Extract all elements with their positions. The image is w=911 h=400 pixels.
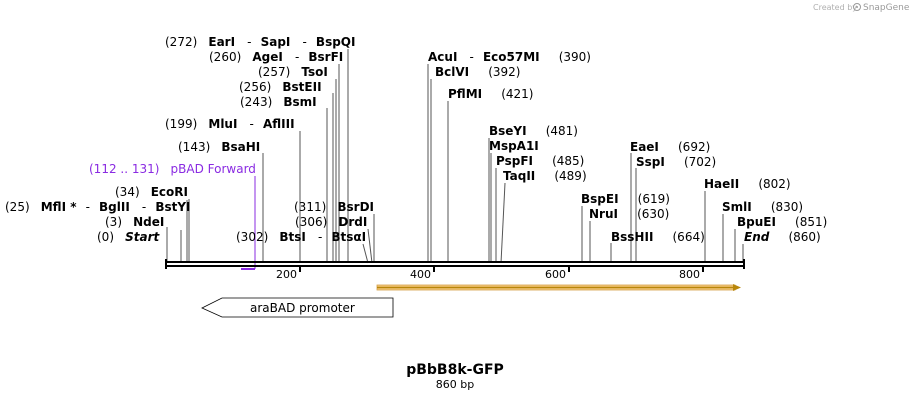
snapgene-logo-icon	[853, 3, 861, 11]
bpuei-label[interactable]: BpuEI (851)	[737, 211, 827, 230]
site-name: SapI	[261, 35, 291, 49]
bsrdi-label[interactable]: (311) BsrDI	[294, 196, 374, 215]
bsteii-label[interactable]: (256) BstEII	[239, 76, 322, 95]
site-name: EarI	[208, 35, 235, 49]
tick-label-400: 400	[410, 268, 431, 281]
agei-group-label[interactable]: (260) AgeI - BsrFI	[209, 46, 343, 65]
eaei-label[interactable]: EaeI (692)	[630, 136, 710, 155]
arabad-promoter-feature[interactable]: araBAD promoter	[201, 297, 394, 318]
arabad-promoter-label: araBAD promoter	[250, 301, 355, 315]
bsahi-label[interactable]: (143) BsaHI	[178, 136, 260, 155]
plasmid-title: pBbB8k-GFP	[406, 362, 504, 378]
mfli-group-label[interactable]: (25) MflI * - BglII - BstYI	[5, 196, 191, 215]
orf-arrow-icon	[733, 284, 741, 291]
taqii-label[interactable]: TaqII (489)	[503, 165, 587, 184]
eari-group-label[interactable]: (272) EarI - SapI - BspQI	[165, 31, 355, 50]
credit-brand: SnapGene	[863, 3, 910, 13]
pspfi-label[interactable]: PspFI (485)	[496, 150, 584, 169]
bseyi-label[interactable]: BseYI (481)	[489, 120, 578, 139]
taqii-line	[500, 182, 506, 264]
gfp-orf[interactable]	[376, 284, 741, 291]
bsmi-label[interactable]: (243) BsmI	[240, 91, 317, 110]
tsoi-label[interactable]: (257) TsoI	[258, 61, 328, 80]
credit-prefix: Created by	[813, 3, 857, 12]
pbad-forward-label[interactable]: (112 .. 131) pBAD Forward	[89, 158, 256, 177]
start-label[interactable]: (0) Start	[97, 226, 160, 245]
tick-label-200: 200	[276, 268, 297, 281]
btsi-line	[362, 243, 369, 264]
btsi-group-label[interactable]: (302) BtsI - BtsαI	[236, 226, 366, 245]
acui-group-label[interactable]: AcuI - Eco57MI (390)	[428, 46, 591, 65]
site-name: BspQI	[316, 35, 356, 49]
plasmid-length: 860 bp	[436, 378, 474, 391]
tick-label-600: 600	[545, 268, 566, 281]
sspi-label[interactable]: SspI (702)	[636, 151, 716, 170]
drdi-label[interactable]: (306) DrdI	[295, 211, 367, 230]
backbone	[165, 259, 745, 269]
bsshii-label[interactable]: BssHII (664)	[611, 226, 705, 245]
pflmi-label[interactable]: PflMI (421)	[448, 83, 533, 102]
smli-label[interactable]: SmlI (830)	[722, 196, 803, 215]
site-pos: (272)	[165, 35, 197, 49]
bspei-label[interactable]: BspEI (619)	[581, 188, 670, 207]
haeii-label[interactable]: HaeII (802)	[704, 173, 791, 192]
nrui-label[interactable]: NruI (630)	[589, 203, 669, 222]
tick-label-800: 800	[679, 268, 700, 281]
drdi-line	[367, 228, 373, 264]
ruler: 200 400 600 800	[276, 266, 704, 281]
ndei-label[interactable]: (3) NdeI	[105, 211, 164, 230]
site-lines	[166, 49, 744, 264]
ecori-label[interactable]: (34) EcoRI	[115, 181, 188, 200]
bclvi-label[interactable]: BclVI (392)	[435, 61, 521, 80]
mspa1i-label[interactable]: MspA1I	[489, 139, 539, 153]
mlui-group-label[interactable]: (199) MluI - AflIII	[165, 113, 295, 132]
end-label[interactable]: End (860)	[744, 226, 821, 245]
